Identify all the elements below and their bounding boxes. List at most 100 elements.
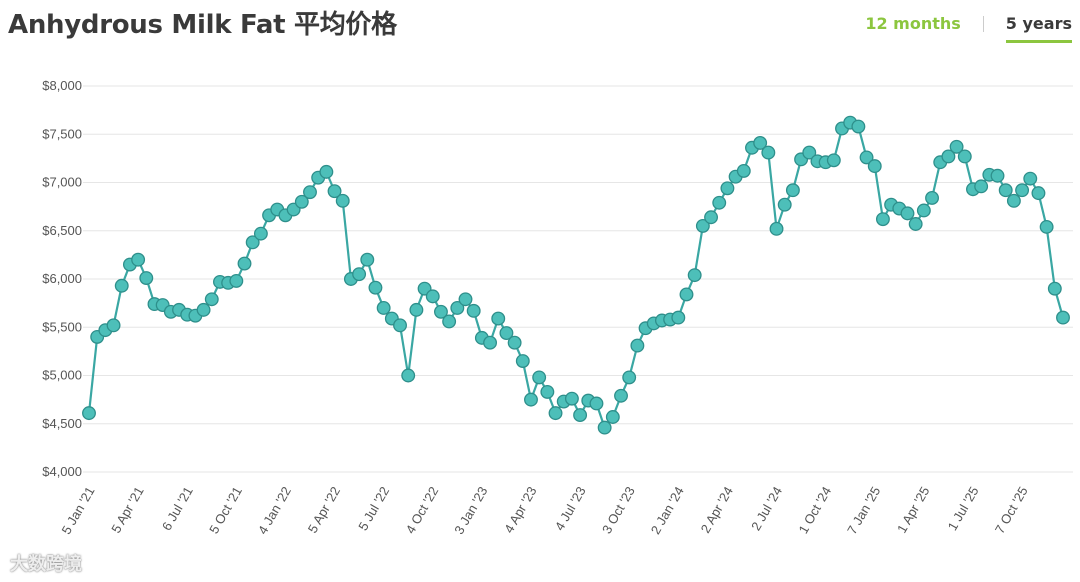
data-point bbox=[990, 168, 1005, 183]
y-tick-label: $6,000 bbox=[42, 271, 82, 286]
data-point bbox=[450, 301, 465, 315]
data-point bbox=[753, 135, 768, 150]
x-tick-label: 4 Apr '23 bbox=[501, 484, 539, 536]
data-point bbox=[761, 145, 776, 160]
data-point bbox=[548, 406, 563, 421]
data-point bbox=[253, 226, 268, 241]
data-point bbox=[1056, 310, 1070, 325]
data-point bbox=[777, 197, 792, 212]
data-point bbox=[368, 280, 383, 295]
data-point bbox=[957, 149, 972, 164]
data-point bbox=[401, 368, 416, 383]
data-point bbox=[237, 256, 252, 271]
data-point bbox=[900, 206, 915, 221]
x-tick-label: 3 Jan '23 bbox=[451, 484, 490, 537]
data-point bbox=[712, 195, 727, 210]
tab-12-months[interactable]: 12 months bbox=[865, 14, 961, 33]
data-point bbox=[704, 210, 719, 225]
data-point bbox=[1047, 281, 1062, 296]
x-tick-label: 2 Jan '24 bbox=[648, 484, 687, 537]
data-point bbox=[458, 292, 473, 307]
y-tick-label: $4,500 bbox=[42, 416, 82, 431]
data-point bbox=[736, 163, 751, 178]
data-point bbox=[82, 406, 96, 421]
data-point bbox=[245, 235, 260, 250]
data-point bbox=[597, 420, 612, 435]
data-point bbox=[1006, 193, 1021, 208]
data-point bbox=[507, 335, 522, 350]
data-point bbox=[327, 184, 342, 199]
x-tick-label: 4 Oct '22 bbox=[403, 484, 442, 536]
data-point bbox=[1039, 219, 1054, 234]
data-point bbox=[630, 338, 645, 353]
data-point bbox=[826, 153, 841, 168]
chart-title: Anhydrous Milk Fat 平均价格 bbox=[8, 10, 397, 40]
data-point bbox=[998, 183, 1013, 198]
data-point bbox=[949, 139, 964, 154]
data-point bbox=[114, 278, 129, 293]
data-point bbox=[589, 396, 604, 411]
data-point bbox=[916, 203, 931, 218]
data-point bbox=[605, 410, 620, 424]
data-point bbox=[442, 314, 457, 329]
data-point bbox=[679, 287, 694, 302]
y-tick-label: $7,500 bbox=[42, 126, 82, 141]
data-point bbox=[466, 303, 481, 318]
data-point bbox=[851, 119, 866, 134]
data-point bbox=[294, 194, 309, 209]
data-point bbox=[515, 354, 530, 368]
data-point bbox=[867, 159, 882, 174]
x-tick-label: 7 Jan '25 bbox=[844, 484, 883, 537]
data-point bbox=[499, 326, 514, 340]
data-point bbox=[974, 179, 989, 194]
x-tick-label: 1 Jul '25 bbox=[945, 484, 982, 533]
data-point bbox=[671, 310, 686, 325]
data-point bbox=[687, 268, 702, 283]
data-point bbox=[425, 289, 440, 304]
data-point bbox=[229, 273, 244, 288]
data-point bbox=[532, 370, 547, 385]
data-point bbox=[720, 181, 735, 196]
x-tick-label: 1 Oct '24 bbox=[795, 484, 834, 536]
x-tick-label: 4 Jan '22 bbox=[255, 484, 294, 537]
tab-5-years[interactable]: 5 years bbox=[1005, 12, 1072, 43]
tab-divider bbox=[982, 15, 984, 32]
x-tick-label: 5 Apr '21 bbox=[108, 484, 146, 536]
data-point bbox=[785, 183, 800, 198]
x-tick-label: 7 Oct '25 bbox=[992, 484, 1031, 536]
data-point bbox=[695, 218, 710, 233]
x-tick-label: 4 Jul '23 bbox=[552, 484, 589, 533]
data-point bbox=[802, 145, 817, 160]
data-point bbox=[859, 150, 874, 165]
x-tick-label: 5 Apr '22 bbox=[305, 484, 343, 536]
data-point bbox=[376, 301, 391, 315]
x-tick-label: 6 Jul '21 bbox=[159, 484, 196, 533]
data-point bbox=[319, 164, 334, 179]
data-point bbox=[106, 318, 121, 333]
x-tick-label: 3 Oct '23 bbox=[599, 484, 638, 536]
data-point bbox=[573, 408, 588, 423]
data-point bbox=[1031, 186, 1046, 201]
data-point bbox=[131, 252, 146, 267]
data-point bbox=[564, 391, 579, 406]
data-point bbox=[769, 221, 784, 236]
data-point bbox=[139, 271, 154, 285]
data-point bbox=[204, 292, 219, 307]
x-tick-label: 2 Jul '24 bbox=[748, 484, 785, 533]
range-tabs: 12 months 5 years bbox=[865, 12, 1072, 43]
x-tick-label: 5 Oct '21 bbox=[206, 484, 245, 536]
data-point bbox=[925, 190, 939, 205]
x-tick-label: 1 Apr '25 bbox=[894, 484, 932, 536]
data-point bbox=[540, 384, 555, 399]
y-tick-label: $5,500 bbox=[42, 319, 82, 334]
data-point bbox=[409, 302, 424, 317]
watermark: 大数跨境 bbox=[10, 554, 82, 575]
data-point bbox=[335, 193, 350, 208]
data-point bbox=[433, 304, 448, 319]
data-point bbox=[524, 392, 538, 407]
data-point bbox=[483, 335, 498, 350]
data-point bbox=[622, 370, 637, 385]
data-point bbox=[196, 302, 211, 317]
data-point bbox=[908, 217, 923, 231]
